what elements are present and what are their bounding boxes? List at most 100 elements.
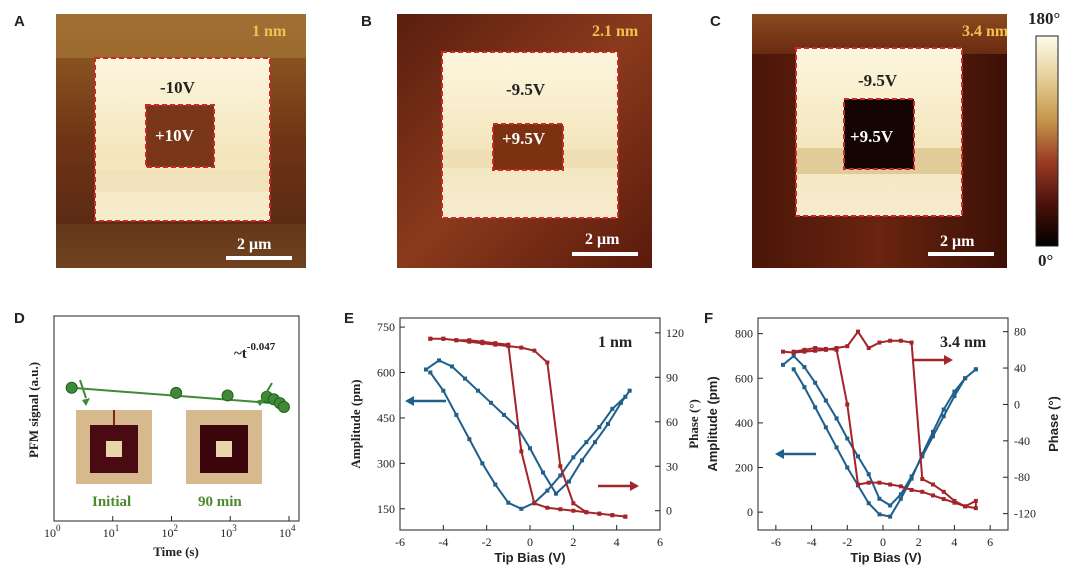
series-marker-left — [480, 461, 485, 466]
series-marker-right — [558, 464, 563, 469]
series-marker-left — [866, 501, 871, 506]
series-marker-left — [973, 367, 978, 372]
scale-bar-c — [928, 252, 994, 256]
series-marker-right — [532, 501, 537, 506]
series-marker-right — [519, 449, 524, 454]
series-marker-right — [845, 402, 850, 407]
series-marker-left — [567, 479, 571, 484]
series-marker-left — [931, 429, 935, 434]
series-marker-left — [541, 470, 545, 475]
series-marker-right — [493, 342, 498, 347]
series-marker-left — [920, 454, 925, 459]
ylabel-d: PFM signal (a.u.) — [26, 362, 41, 458]
series-marker-left — [558, 473, 563, 478]
pfm-image-b — [397, 14, 652, 268]
x-tick-exp-d: 4 — [291, 523, 296, 533]
series-marker-left — [502, 412, 506, 417]
pfm-image-a — [56, 14, 306, 268]
x-tick-label: 6 — [987, 535, 993, 549]
annotation-d: ~t-0.047 — [234, 341, 276, 362]
series-marker-left — [606, 422, 610, 426]
inset-initial — [76, 410, 152, 484]
series-marker-right — [898, 484, 903, 489]
outer-voltage-b: -9.5V — [506, 80, 546, 99]
series-marker-right — [898, 338, 903, 343]
series-marker-right — [856, 329, 860, 334]
series-marker-right — [952, 500, 957, 505]
dashed-box-inner-b — [492, 123, 564, 171]
xlabel-d: Time (s) — [153, 544, 199, 559]
chart-d-points — [65, 381, 290, 413]
scale-label-b: 2 μm — [585, 231, 620, 248]
series-marker-left — [454, 412, 459, 417]
y-left-tick-label: 600 — [377, 366, 395, 380]
series-marker-right — [545, 360, 550, 365]
panel-label-a: A — [14, 13, 25, 30]
series-marker-left — [476, 388, 480, 393]
panel-label-f: F — [704, 310, 713, 327]
panel-label-e: E — [344, 310, 354, 327]
data-point-d — [170, 386, 183, 399]
colorbar-max: 180° — [1028, 9, 1060, 28]
series-marker-right — [920, 477, 925, 482]
series-marker-right — [920, 489, 925, 494]
data-point-d — [221, 389, 234, 402]
series-marker-right — [584, 510, 589, 515]
x-tick-exp-d: 3 — [232, 523, 237, 533]
x-tick-label: 0 — [880, 535, 886, 549]
xlabel-f: Tip Bias (V) — [850, 550, 921, 565]
series-marker-left — [920, 452, 925, 457]
series-marker-right — [973, 498, 978, 503]
series-marker-right — [909, 487, 914, 492]
y-right-tick-label: 60 — [666, 415, 678, 429]
inset-final — [186, 410, 262, 484]
x-tick-label: -4 — [438, 535, 448, 549]
thickness-label-a: 1 nm — [252, 23, 287, 40]
series-marker-left — [866, 472, 871, 477]
series-marker-left — [519, 506, 524, 511]
panel-label-b: B — [361, 13, 372, 30]
series-marker-left — [834, 416, 839, 421]
series-marker-right — [941, 489, 946, 494]
series-marker-left — [610, 406, 615, 411]
chart-f-series — [781, 329, 978, 519]
series-marker-right — [963, 504, 968, 509]
y-right-tick-label: -120 — [1014, 507, 1036, 521]
y-right-tick-label: 40 — [1014, 361, 1026, 375]
y-left-tick-label: 800 — [735, 327, 753, 341]
pfm-image-c — [752, 14, 1007, 268]
x-tick-label-d: 100 — [44, 523, 61, 540]
x-tick-exp-d: 0 — [56, 523, 61, 533]
series-marker-left — [898, 492, 903, 497]
series-marker-left — [781, 362, 785, 367]
series-marker-right — [931, 493, 935, 498]
series-marker-left — [506, 500, 511, 505]
y-left-tick-label: 750 — [377, 320, 395, 334]
series-marker-left — [909, 474, 914, 479]
x-tick-label: -2 — [482, 535, 492, 549]
series-marker-left — [584, 440, 589, 445]
series-marker-right — [877, 480, 882, 485]
series-marker-left — [823, 398, 828, 403]
series-marker-right — [480, 341, 485, 346]
x-tick-label: 2 — [570, 535, 576, 549]
series-marker-right — [519, 345, 524, 350]
chart-d-ticks: 100 101 102 103 104 — [44, 516, 296, 540]
annotation-d-exp: -0.047 — [247, 341, 276, 353]
inner-voltage-a: +10V — [155, 126, 195, 145]
inset-label-final: 90 min — [198, 494, 242, 510]
series-marker-left — [627, 388, 632, 393]
data-point-d — [65, 381, 78, 394]
y-left-tick-label: 450 — [377, 411, 395, 425]
y-left-tick-label: 600 — [735, 371, 753, 385]
series-marker-left — [597, 425, 602, 430]
series-marker-right — [454, 338, 459, 343]
ylabel-right-f: Phase (°) — [1046, 396, 1061, 452]
thickness-label-b: 2.1 nm — [592, 23, 639, 40]
x-tick-label: 0 — [527, 535, 533, 549]
series-marker-left — [515, 425, 519, 430]
dashed-box-inner-a — [145, 104, 215, 168]
y-right-tick-label: 120 — [666, 326, 684, 340]
outer-voltage-c: -9.5V — [858, 71, 898, 90]
scale-bar-b — [572, 252, 638, 256]
